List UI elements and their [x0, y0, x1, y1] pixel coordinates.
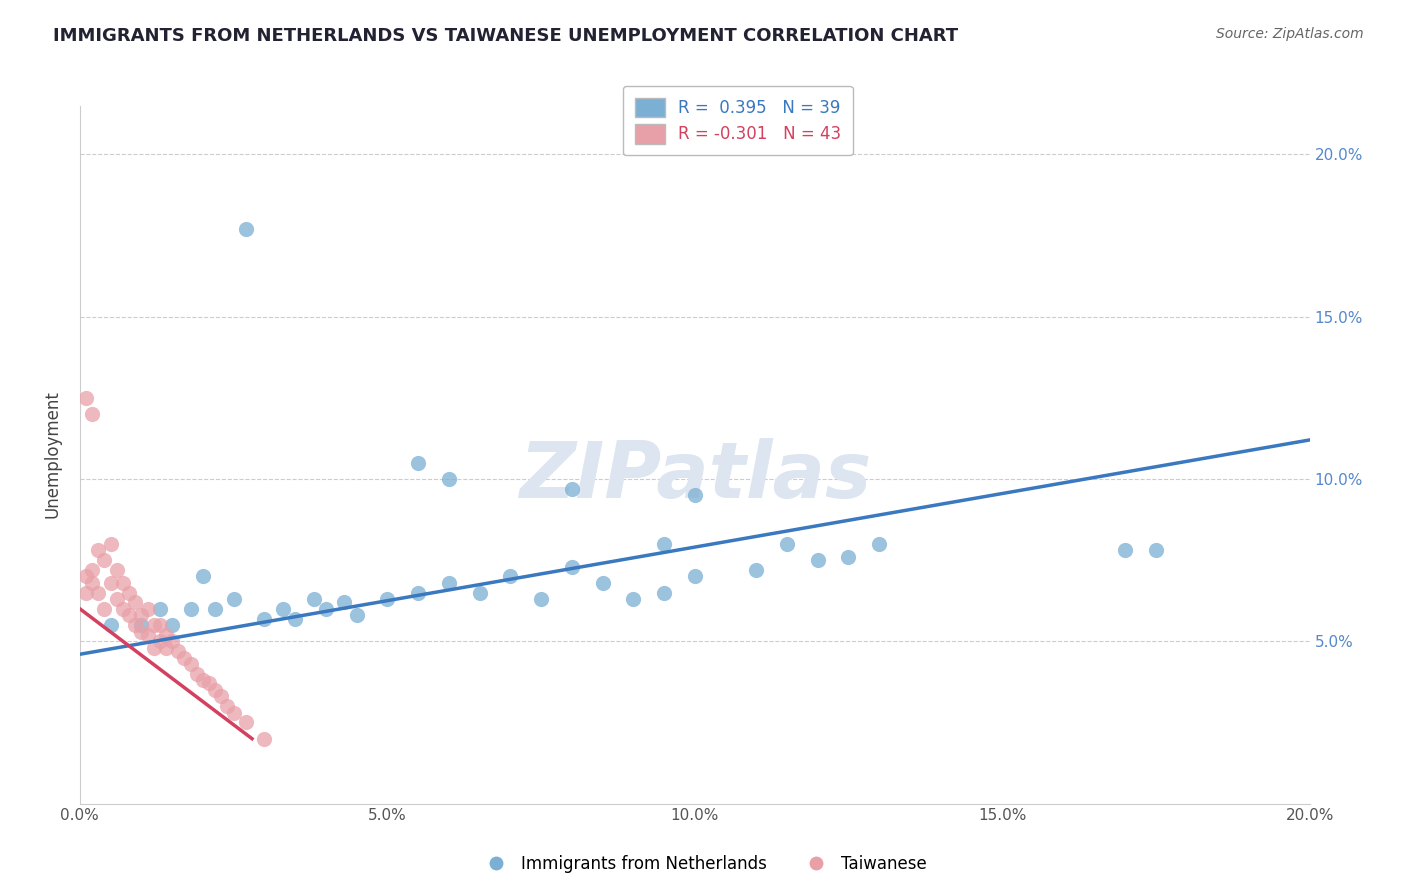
Point [837, 549, 859, 564]
Point [346, 608, 368, 623]
Point [155, 628, 177, 642]
Point [561, 482, 583, 496]
Point [683, 569, 706, 583]
Point [235, 222, 257, 236]
Point [105, 563, 128, 577]
Y-axis label: Unemployment: Unemployment [44, 391, 60, 518]
Point [561, 559, 583, 574]
Point [1114, 543, 1136, 558]
Point [82, 575, 104, 590]
Legend: Immigrants from Netherlands, Taiwanese: Immigrants from Netherlands, Taiwanese [472, 848, 934, 880]
Point [1144, 543, 1167, 558]
Point [180, 602, 202, 616]
Point [75, 569, 97, 583]
Point [131, 608, 153, 623]
Point [149, 602, 172, 616]
Point [406, 456, 429, 470]
Point [198, 676, 221, 690]
Point [235, 715, 257, 730]
Point [75, 585, 97, 599]
Point [124, 618, 146, 632]
Legend: R =  0.395   N = 39, R = -0.301   N = 43: R = 0.395 N = 39, R = -0.301 N = 43 [623, 86, 852, 155]
Text: IMMIGRANTS FROM NETHERLANDS VS TAIWANESE UNEMPLOYMENT CORRELATION CHART: IMMIGRANTS FROM NETHERLANDS VS TAIWANESE… [53, 27, 959, 45]
Point [437, 472, 460, 486]
Point [621, 592, 644, 607]
Point [302, 592, 325, 607]
Point [253, 731, 276, 746]
Point [271, 602, 294, 616]
Point [204, 683, 226, 698]
Point [222, 592, 245, 607]
Point [191, 569, 214, 583]
Point [142, 618, 165, 632]
Point [186, 666, 208, 681]
Point [149, 634, 172, 648]
Text: Source: ZipAtlas.com: Source: ZipAtlas.com [1216, 27, 1364, 41]
Point [173, 650, 195, 665]
Point [100, 618, 122, 632]
Point [468, 585, 491, 599]
Point [82, 407, 104, 421]
Point [592, 575, 614, 590]
Point [118, 585, 141, 599]
Point [118, 608, 141, 623]
Text: ZIPatlas: ZIPatlas [519, 437, 870, 514]
Point [131, 618, 153, 632]
Point [136, 602, 159, 616]
Point [93, 602, 115, 616]
Point [160, 618, 183, 632]
Point [167, 644, 190, 658]
Point [191, 673, 214, 688]
Point [131, 624, 153, 639]
Point [111, 602, 134, 616]
Point [209, 690, 232, 704]
Point [868, 537, 890, 551]
Point [75, 391, 97, 405]
Point [87, 543, 110, 558]
Point [204, 602, 226, 616]
Point [406, 585, 429, 599]
Point [253, 611, 276, 625]
Point [124, 595, 146, 609]
Point [100, 537, 122, 551]
Point [530, 592, 553, 607]
Point [776, 537, 799, 551]
Point [222, 706, 245, 720]
Point [315, 602, 337, 616]
Point [100, 575, 122, 590]
Point [105, 592, 128, 607]
Point [87, 585, 110, 599]
Point [652, 585, 675, 599]
Point [111, 575, 134, 590]
Point [217, 699, 239, 714]
Point [284, 611, 307, 625]
Point [437, 575, 460, 590]
Point [155, 640, 177, 655]
Point [149, 618, 172, 632]
Point [745, 563, 768, 577]
Point [142, 640, 165, 655]
Point [160, 634, 183, 648]
Point [333, 595, 356, 609]
Point [180, 657, 202, 671]
Point [807, 553, 830, 567]
Point [683, 488, 706, 502]
Point [375, 592, 398, 607]
Point [93, 553, 115, 567]
Point [136, 628, 159, 642]
Point [499, 569, 522, 583]
Point [652, 537, 675, 551]
Point [82, 563, 104, 577]
